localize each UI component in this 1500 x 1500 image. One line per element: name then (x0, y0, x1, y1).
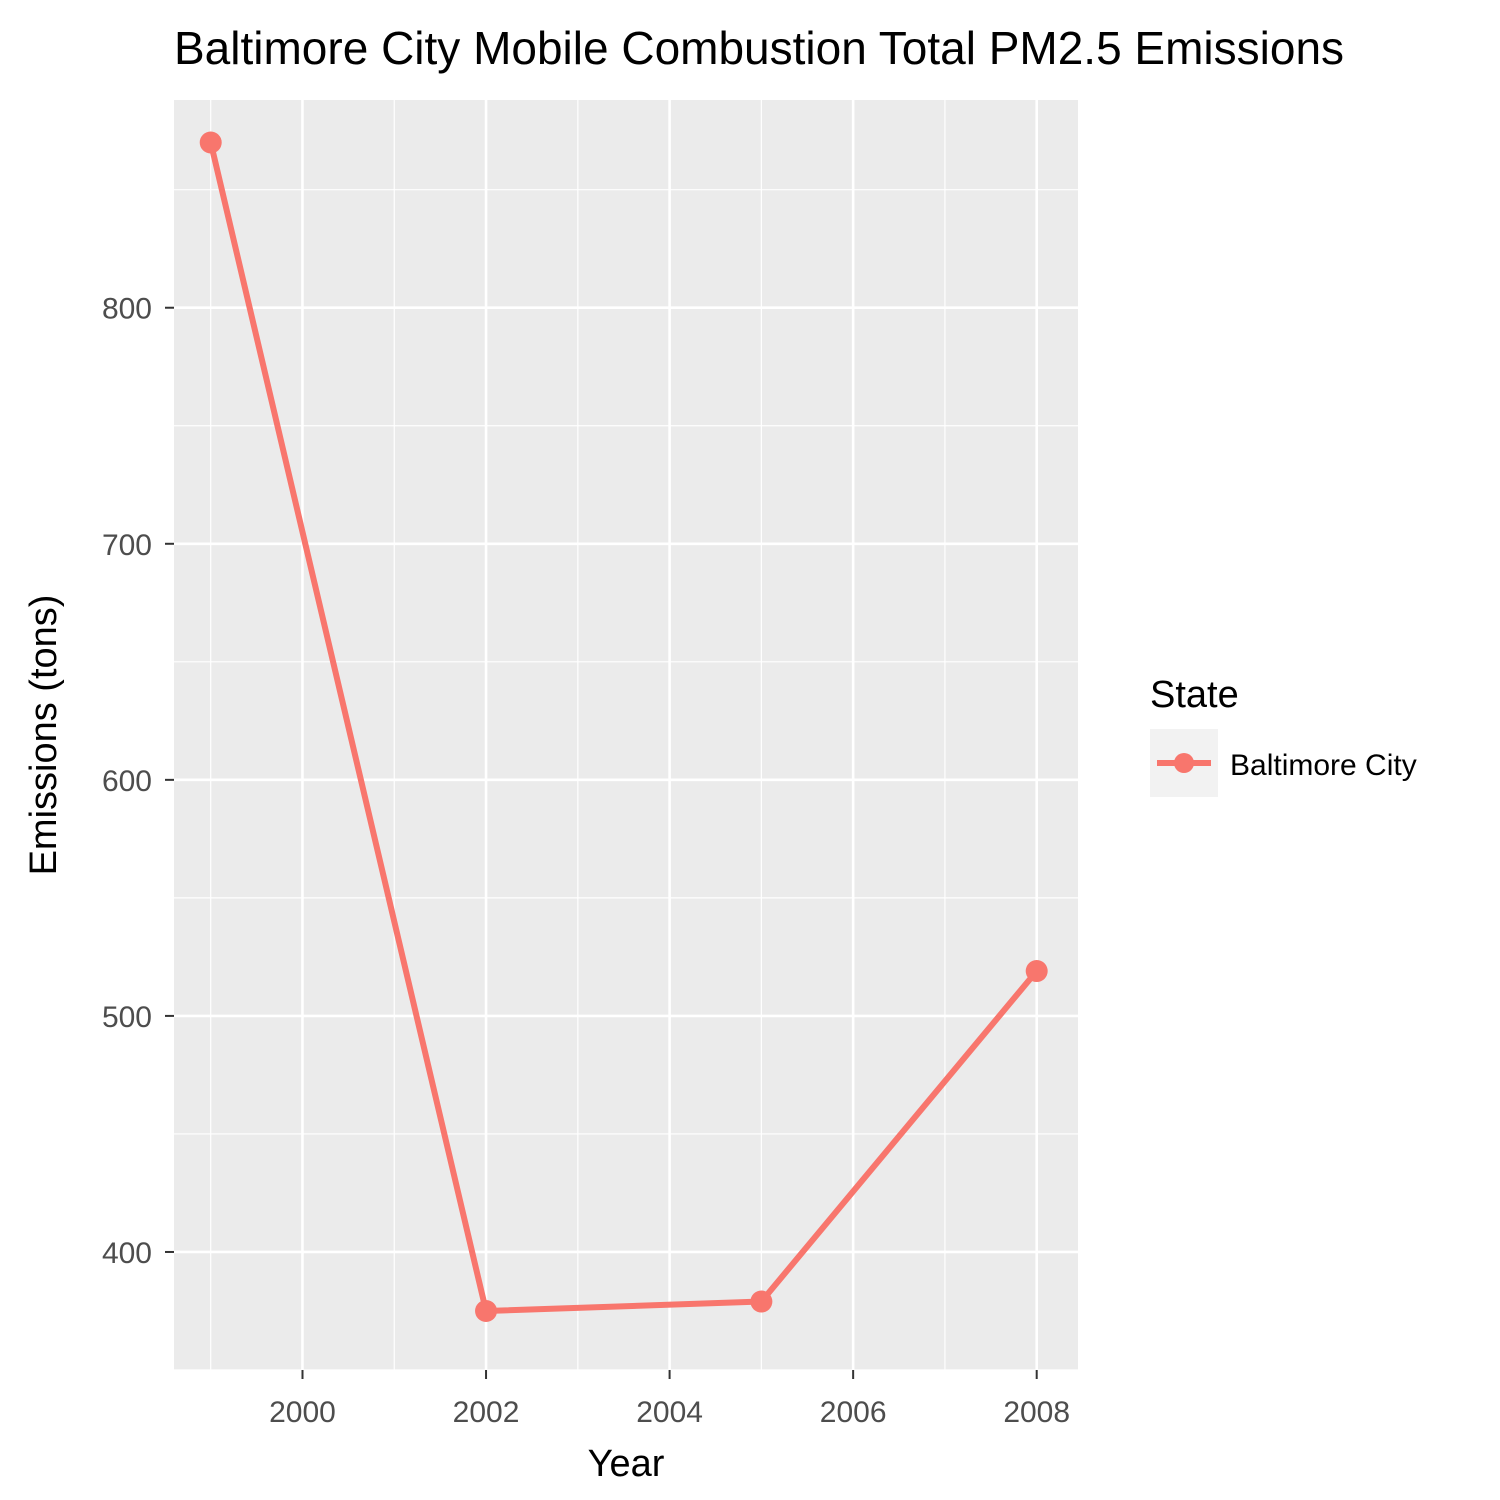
data-point (475, 1299, 498, 1322)
data-point (1025, 960, 1048, 983)
legend-title: State (1150, 674, 1239, 716)
data-point (750, 1290, 773, 1313)
y-axis-title: Emissions (tons) (23, 595, 65, 876)
y-tick-label: 600 (102, 765, 152, 798)
x-axis-title: Year (588, 1443, 665, 1485)
legend-key-point (1174, 753, 1194, 773)
legend-label: Baltimore City (1230, 749, 1417, 782)
series-layer (199, 131, 1048, 1322)
series-line (207, 141, 1040, 1314)
legend: State Baltimore City (1150, 674, 1417, 797)
plot-panel (174, 100, 1078, 1370)
y-tick-label: 700 (102, 529, 152, 562)
y-tick-label: 800 (102, 293, 152, 326)
data-point (199, 131, 222, 154)
x-tick-label: 2000 (269, 1396, 336, 1429)
gridlines (174, 100, 1078, 1371)
y-tick-label: 400 (102, 1237, 152, 1270)
y-tick-label: 500 (102, 1001, 152, 1034)
x-tick-label: 2004 (636, 1396, 703, 1429)
x-tick-label: 2002 (453, 1396, 520, 1429)
axis-ticks: 2000 2002 2004 2006 2008 400 500 600 700 800 (102, 293, 1070, 1429)
x-tick-label: 2006 (820, 1396, 887, 1429)
chart-title: Baltimore City Mobile Combustion Total P… (174, 22, 1344, 74)
x-tick-label: 2008 (1003, 1396, 1070, 1429)
